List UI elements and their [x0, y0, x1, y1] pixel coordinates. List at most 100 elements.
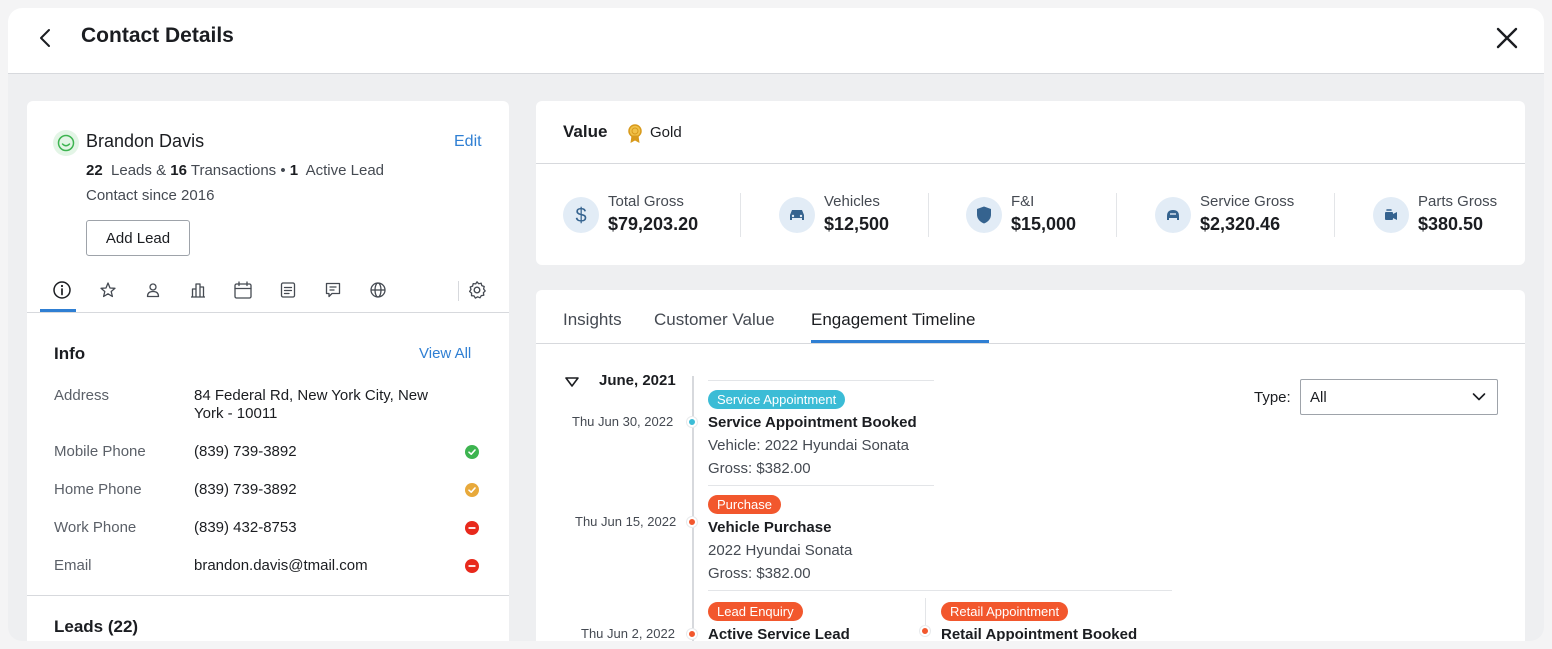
contact-panel: Brandon Davis Edit 22 Leads & 16 Transac…: [27, 101, 509, 641]
event-title[interactable]: Vehicle Purchase: [708, 519, 832, 536]
info-label: Mobile Phone: [54, 443, 146, 460]
contact-stats: 22 Leads & 16 Transactions • 1 Active Le…: [86, 162, 384, 179]
avatar: [53, 130, 79, 156]
metric-value: $2,320.46: [1200, 214, 1281, 234]
event-separator: [708, 380, 934, 381]
mobile-phone-value[interactable]: (839) 739-3892: [194, 443, 297, 460]
metric-divider: [928, 193, 929, 237]
metric-value: $380.50: [1418, 214, 1484, 234]
buildings-icon: [191, 283, 205, 298]
dollar-icon: $: [563, 197, 599, 233]
metric-label: Service Gross: [1200, 193, 1295, 210]
tab-engagement-timeline[interactable]: Engagement Timeline: [811, 310, 976, 329]
info-label: Email: [54, 557, 92, 574]
tab-customer-value[interactable]: Customer Value: [654, 310, 775, 329]
tab-person[interactable]: [141, 279, 165, 301]
close-button[interactable]: [1494, 25, 1520, 51]
view-all-link[interactable]: View All: [419, 345, 472, 362]
contact-icon-tabs: [27, 273, 509, 313]
event-date: Thu Jun 2, 2022: [581, 626, 675, 641]
info-label: Home Phone: [54, 481, 142, 498]
address-value: 84 Federal Rd, New York City, New York -…: [194, 387, 428, 422]
active-text: Active Lead: [305, 162, 385, 179]
info-section-title: Info: [54, 344, 86, 363]
collapse-triangle-icon[interactable]: [564, 376, 580, 388]
tab-web[interactable]: [366, 279, 390, 301]
tab-interests[interactable]: [96, 279, 120, 301]
shield-icon: [966, 197, 1002, 233]
back-button[interactable]: [34, 26, 58, 50]
contact-name: Brandon Davis: [86, 131, 205, 151]
status-blocked-icon: [465, 559, 479, 573]
timeline-axis: [692, 376, 694, 641]
contact-details-window: Contact Details Brandon Davis Edit 22 Le…: [8, 8, 1544, 641]
event-title[interactable]: Active Service Lead: [708, 626, 850, 641]
metric-label: F&I: [1011, 193, 1035, 210]
chevron-down-icon: [1472, 393, 1486, 401]
medal-icon: [628, 124, 642, 143]
email-value[interactable]: brandon.davis@tmail.com: [194, 557, 368, 574]
metric-label: Parts Gross: [1418, 193, 1498, 210]
close-icon: [1496, 27, 1518, 49]
tab-insights[interactable]: Insights: [563, 310, 622, 329]
globe-icon: [370, 282, 386, 298]
tab-calendar[interactable]: [231, 279, 255, 301]
tab-messages[interactable]: [321, 279, 345, 301]
event-detail: Gross: $382.00: [708, 460, 811, 477]
tab-info[interactable]: [40, 279, 76, 312]
event-title[interactable]: Service Appointment Booked: [708, 414, 917, 431]
active-tab-indicator: [811, 340, 989, 343]
header-bar: Contact Details: [8, 8, 1544, 74]
metric-value: $15,000: [1011, 214, 1077, 234]
parts-icon: [1373, 197, 1409, 233]
page-title: Contact Details: [81, 24, 234, 47]
transactions-count: 16: [170, 162, 187, 179]
event-separator: [708, 590, 1172, 591]
leads-text: Leads &: [111, 162, 167, 179]
active-count: 1: [289, 162, 299, 179]
month-label: June, 2021: [599, 372, 676, 389]
status-warning-icon: [465, 483, 479, 497]
transactions-text: Transactions: [190, 162, 277, 179]
metric-divider: [1334, 193, 1335, 237]
chat-icon: [325, 282, 341, 298]
metric-divider: [1116, 193, 1117, 237]
metric-value: $79,203.20: [608, 214, 699, 234]
edit-link[interactable]: Edit: [454, 133, 482, 150]
tabs-divider: [458, 281, 459, 301]
calendar-icon: [234, 281, 252, 299]
event-dot: [687, 629, 697, 639]
stats-bullet: •: [280, 162, 286, 179]
event-date: Thu Jun 15, 2022: [575, 514, 677, 529]
event-title[interactable]: Retail Appointment Booked: [941, 626, 1138, 641]
smiley-icon: [57, 134, 75, 152]
event-dot: [687, 517, 697, 527]
value-title: Value: [563, 122, 608, 141]
person-icon: [146, 283, 160, 298]
event-detail: 2022 Hyundai Sonata: [708, 542, 853, 559]
svg-text:$: $: [575, 205, 586, 226]
event-badge: Lead Enquiry: [708, 602, 803, 621]
metric-divider: [740, 193, 741, 237]
leads-divider: [27, 595, 509, 596]
event-badge: Retail Appointment: [941, 602, 1069, 621]
status-blocked-icon: [465, 521, 479, 535]
home-phone-value[interactable]: (839) 739-3892: [194, 481, 297, 498]
event-dot: [920, 626, 930, 636]
tab-organizations[interactable]: [186, 279, 210, 301]
metric-label: Vehicles: [824, 193, 880, 210]
type-filter-value: All: [1310, 389, 1327, 406]
chevron-left-icon: [40, 29, 50, 47]
info-icon: [53, 281, 71, 299]
event-badge: Service Appointment: [708, 390, 846, 409]
tabs-divider: [536, 343, 1525, 344]
type-filter-select[interactable]: All: [1300, 379, 1498, 415]
event-detail: Gross: $382.00: [708, 565, 811, 582]
service-car-icon: [1155, 197, 1191, 233]
value-divider: [536, 163, 1525, 164]
status-verified-icon: [465, 445, 479, 459]
tab-settings[interactable]: [465, 279, 489, 301]
add-lead-button[interactable]: Add Lead: [86, 220, 190, 256]
tab-documents[interactable]: [276, 279, 300, 301]
work-phone-value[interactable]: (839) 432-8753: [194, 519, 297, 536]
